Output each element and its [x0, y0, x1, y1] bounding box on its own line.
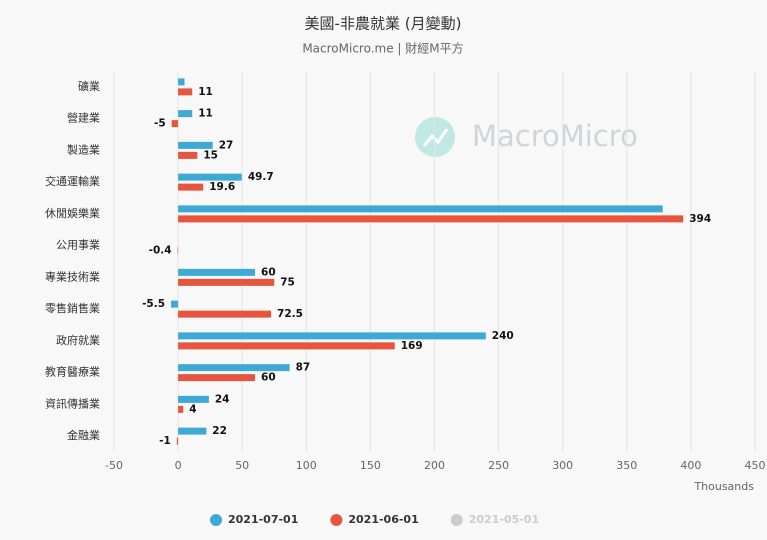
chart-subtitle: MacroMicro.me | 財經M平方	[302, 41, 463, 56]
x-tick-label: 150	[360, 459, 381, 472]
data-label: -5	[154, 118, 166, 130]
data-label: 22	[212, 425, 227, 437]
data-label: 60	[261, 372, 276, 384]
y-tick-label: 公用事業	[56, 239, 100, 252]
bar	[178, 405, 184, 413]
bar	[178, 395, 209, 403]
x-tick-label: 0	[175, 459, 182, 472]
bar	[178, 151, 198, 159]
x-tick-label: 200	[424, 459, 445, 472]
bar	[178, 374, 256, 382]
bar	[178, 310, 272, 318]
legend-marker	[450, 514, 463, 526]
bar	[178, 78, 185, 86]
data-label: 27	[219, 139, 234, 151]
data-label: 87	[296, 362, 311, 374]
bar	[178, 215, 684, 223]
legend-label: 2021-06-01	[348, 513, 418, 526]
bar	[171, 300, 179, 308]
x-tick-label: 350	[616, 459, 637, 472]
data-label: 24	[215, 393, 230, 405]
bar	[178, 183, 204, 191]
bar	[178, 173, 242, 181]
bar	[171, 120, 179, 128]
data-label: 394	[689, 213, 711, 225]
bar	[178, 88, 193, 96]
y-tick-label: 製造業	[67, 142, 100, 156]
bar	[178, 268, 256, 276]
y-tick-label: 營建業	[67, 111, 100, 125]
legend-marker	[330, 514, 343, 526]
data-label: -5.5	[142, 298, 165, 310]
watermark: MacroMicro	[472, 119, 638, 153]
legend-label: 2021-05-01	[469, 513, 539, 526]
data-label: 49.7	[248, 171, 274, 183]
bar	[178, 141, 213, 149]
y-tick-label: 資訊傳播業	[45, 396, 100, 410]
data-label: 11	[198, 86, 213, 98]
x-tick-label: 250	[488, 459, 509, 472]
x-axis-label: Thousands	[693, 480, 754, 493]
x-tick-label: 450	[745, 459, 766, 472]
x-tick-label: 50	[235, 459, 249, 472]
data-label: 4	[189, 403, 196, 415]
bar	[178, 364, 290, 372]
data-label: 15	[203, 149, 218, 161]
x-tick-label: 100	[296, 459, 317, 472]
bar	[178, 110, 193, 118]
bar	[177, 247, 179, 255]
data-label: 240	[492, 330, 514, 342]
bar	[178, 205, 663, 213]
x-tick-label: 300	[552, 459, 573, 472]
data-label: -1	[159, 435, 171, 447]
data-label: 75	[280, 276, 295, 288]
legend-marker	[210, 514, 222, 526]
bar	[178, 332, 486, 340]
x-tick-label: -50	[105, 459, 123, 472]
bar	[178, 342, 395, 350]
y-tick-label: 政府就業	[56, 333, 100, 347]
y-tick-label: 礦業	[78, 79, 100, 93]
y-tick-label: 專業技術業	[45, 270, 100, 283]
bar	[178, 278, 275, 286]
y-tick-label: 零售銷售業	[45, 301, 100, 315]
data-label: 19.6	[209, 181, 235, 193]
x-tick-label: 400	[680, 459, 701, 472]
chart-title: 美國-非農就業 (月變動)	[305, 15, 462, 33]
bar	[176, 437, 179, 445]
data-label: 72.5	[277, 308, 303, 320]
y-tick-label: 教育醫療業	[45, 365, 100, 379]
data-label: -0.4	[149, 245, 172, 257]
legend-label: 2021-07-01	[228, 513, 298, 526]
data-label: 11	[198, 108, 213, 120]
y-tick-label: 休閒娛樂業	[45, 206, 100, 220]
y-tick-label: 金融業	[67, 428, 100, 442]
y-tick-label: 交通運輸業	[45, 174, 100, 188]
data-label: 60	[261, 266, 276, 278]
bar	[178, 427, 207, 435]
data-label: 169	[401, 340, 423, 352]
